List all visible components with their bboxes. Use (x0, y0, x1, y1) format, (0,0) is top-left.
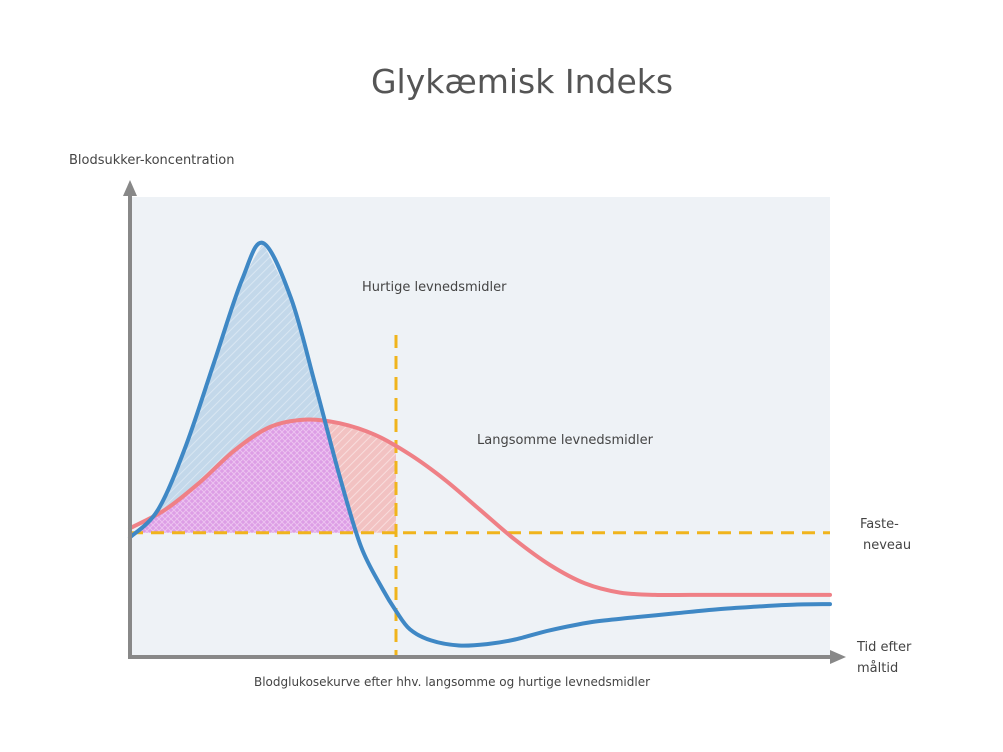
x-axis-label-line1: Tid efter (856, 640, 912, 655)
fast-series-label: Hurtige levnedsmidler (362, 280, 507, 295)
chart-title: Glykæmisk Indeks (371, 62, 673, 101)
y-axis-arrow-icon (123, 180, 137, 196)
fasting-label-line2: neveau (863, 538, 911, 553)
fast-excess-area-fill (130, 243, 396, 529)
fast-foods-curve (128, 240, 832, 648)
slow-excess-area-fill (305, 348, 396, 533)
x-axis-arrow-icon (830, 650, 846, 664)
y-axis-label: Blodsukker-koncentration (69, 153, 235, 168)
slow-foods-curve (128, 417, 832, 598)
chart-caption: Blodglukosekurve efter hhv. langsomme og… (254, 675, 650, 689)
slow-series-label: Langsomme levnedsmidler (477, 433, 654, 448)
slow-area-fill (130, 419, 396, 533)
fasting-label-line1: Faste- (860, 517, 899, 532)
x-axis-label-line2: måltid (857, 661, 898, 676)
